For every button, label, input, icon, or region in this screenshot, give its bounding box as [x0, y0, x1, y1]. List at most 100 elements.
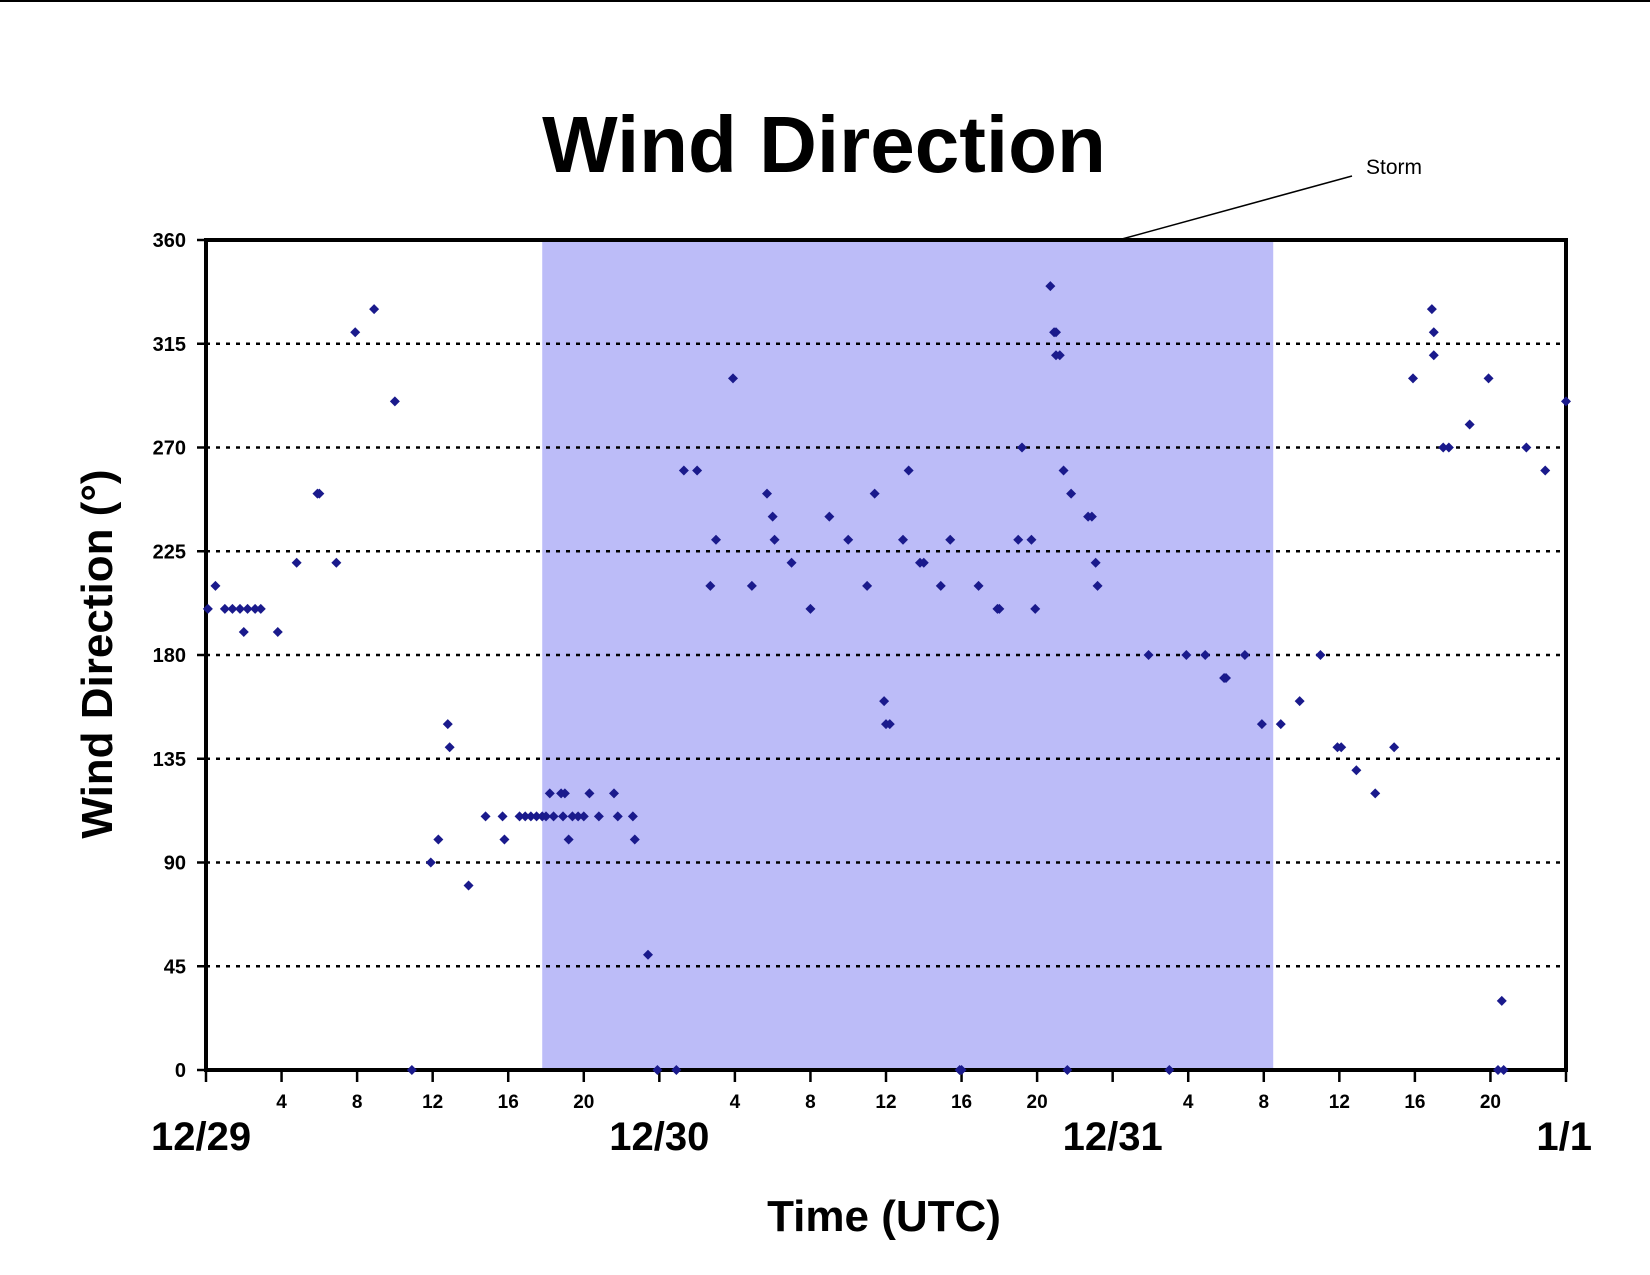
top-border-line [0, 0, 1650, 2]
data-point [711, 534, 721, 545]
data-point [425, 857, 436, 868]
data-point [389, 396, 400, 407]
data-point [1092, 580, 1103, 591]
data-point [1058, 465, 1069, 476]
data-point [1051, 327, 1061, 338]
data-point [1200, 650, 1211, 660]
x-axis-label: Time (UTC) [767, 1192, 1001, 1241]
data-point [973, 580, 984, 591]
data-point [805, 603, 816, 614]
data-point [1336, 742, 1347, 753]
y-tick-label: 45 [164, 956, 186, 978]
data-point [250, 603, 261, 614]
data-point [746, 580, 757, 591]
data-point [463, 880, 474, 891]
data-point [1408, 373, 1418, 384]
data-point [1464, 419, 1475, 430]
x-tick-label: 20 [1480, 1092, 1501, 1113]
x-tick-label: 4 [1183, 1092, 1194, 1113]
data-point [762, 488, 772, 499]
data-point [255, 603, 266, 614]
data-point [671, 1065, 682, 1075]
data-point [202, 603, 213, 614]
data-point [1026, 534, 1037, 545]
data-point [531, 811, 542, 822]
data-point [935, 580, 946, 591]
data-point [1090, 557, 1101, 568]
data-point [1521, 442, 1532, 453]
data-point [1181, 650, 1192, 660]
data-point [444, 742, 455, 753]
date-label: 12/30 [609, 1115, 709, 1159]
data-point [843, 534, 854, 545]
data-point [869, 488, 880, 499]
x-tick-label: 12 [1329, 1092, 1350, 1113]
data-point [406, 1065, 417, 1075]
date-label: 1/1 [1536, 1115, 1592, 1159]
data-point [824, 511, 835, 522]
data-point [786, 557, 797, 568]
data-point [1443, 442, 1454, 453]
x-tick-label: 20 [1027, 1092, 1048, 1113]
data-point [480, 811, 491, 822]
x-tick-label: 4 [730, 1092, 741, 1113]
y-tick-label: 90 [164, 853, 186, 875]
date-label: 12/29 [151, 1115, 251, 1159]
data-point [242, 603, 253, 614]
y-axis-label: Wind Direction (°) [73, 469, 122, 838]
data-point [1239, 650, 1250, 660]
data-point [903, 465, 914, 476]
data-point [862, 580, 873, 591]
data-point [945, 534, 956, 545]
x-tick-label: 8 [805, 1092, 816, 1113]
data-point [544, 788, 555, 799]
data-point [291, 557, 302, 568]
y-tick-label: 225 [153, 541, 186, 563]
data-point [1030, 603, 1041, 614]
plot-area: 0 45 90 135 180 225 270 315 360 4 8 12 16 20 4 8 12 16 20 4… [151, 230, 1592, 1159]
data-point [627, 811, 638, 822]
data-point [593, 811, 604, 822]
data-point [1086, 511, 1097, 522]
data-point [1062, 1065, 1073, 1075]
x-tick-label: 12 [422, 1092, 443, 1113]
data-point [235, 603, 245, 614]
data-point [728, 373, 738, 384]
data-point [1496, 995, 1507, 1006]
data-point [497, 811, 508, 822]
data-point [525, 811, 536, 822]
data-point [1428, 350, 1439, 361]
y-tick-label: 180 [153, 645, 186, 667]
data-point [643, 949, 653, 960]
x-tick-label: 8 [1258, 1092, 1269, 1113]
x-tick-label: 12 [875, 1092, 896, 1113]
data-point [678, 465, 689, 476]
data-point [567, 811, 578, 822]
data-point [238, 626, 249, 637]
data-point [1315, 650, 1326, 660]
data-point [1498, 1065, 1509, 1075]
storm-annotation-label: Storm [1366, 156, 1422, 179]
data-point [1066, 488, 1077, 499]
data-point [769, 534, 780, 545]
data-point [767, 511, 778, 522]
data-point [629, 834, 640, 845]
data-point [563, 834, 574, 845]
chart-title: Wind Direction [542, 100, 1106, 189]
y-tick-label: 135 [153, 749, 186, 771]
data-point [573, 811, 584, 822]
data-point [314, 488, 325, 499]
data-point [272, 626, 283, 637]
data-point [548, 811, 559, 822]
data-point [612, 811, 623, 822]
data-point [1294, 696, 1305, 707]
data-point [350, 327, 361, 338]
data-point [1351, 765, 1362, 776]
y-tick-label: 360 [153, 230, 186, 252]
data-point [1143, 650, 1154, 660]
x-tick-label: 4 [276, 1092, 287, 1113]
data-point [210, 580, 221, 591]
data-point [898, 534, 908, 545]
